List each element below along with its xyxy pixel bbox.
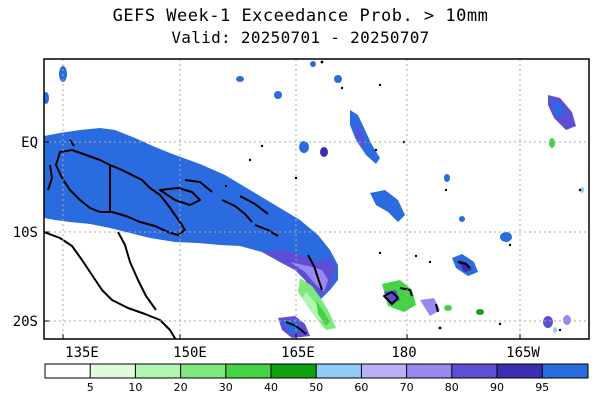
- probability-swath-edge-violet: [290, 262, 328, 292]
- coastline-samoa: [457, 261, 471, 269]
- patch-east-a: [299, 141, 309, 153]
- colorbar-swatch-2: [135, 364, 181, 378]
- colorbar-label-60: 60: [354, 381, 368, 394]
- colorbar-label-50: 50: [309, 381, 323, 394]
- coastline-tonga: [435, 303, 439, 313]
- colorbar-swatch-1: [90, 364, 136, 378]
- patch-far-east-b: [543, 316, 553, 328]
- colorbar-label-30: 30: [219, 381, 233, 394]
- small-islands: [224, 60, 582, 332]
- coastline-misc-a: [47, 164, 53, 191]
- colorbar-swatch-8: [406, 364, 452, 378]
- coastline-fiji-b: [399, 287, 413, 297]
- patch-east-f: [476, 309, 484, 315]
- graticule: [44, 59, 589, 339]
- patch-tonga: [420, 298, 440, 316]
- map-title: GEFS Week-1 Exceedance Prob. > 10mm: [112, 6, 489, 26]
- probability-swath-green-dark: [316, 300, 330, 326]
- colorbar-label-80: 80: [445, 381, 459, 394]
- coastline-vanuatu: [307, 254, 323, 291]
- coastline-new-britain: [159, 187, 201, 206]
- patch-far-east-green: [549, 138, 555, 148]
- axis-ticks: [44, 141, 521, 339]
- lat-label-10s: 10S: [13, 225, 38, 241]
- lat-label-eq: EQ: [21, 135, 38, 151]
- map-subtitle: Valid: 20250701 - 20250707: [171, 28, 430, 47]
- lat-label-20s: 20S: [13, 314, 38, 330]
- colorbar-swatch-9: [451, 364, 497, 378]
- patch-marshall-dark: [355, 120, 366, 148]
- patch-far-east-e: [553, 327, 557, 333]
- lon-label-165e: 165E: [281, 345, 315, 361]
- lon-label-165w: 165W: [506, 345, 540, 361]
- patch-north-d: [310, 61, 316, 67]
- colorbar-label-90: 90: [490, 381, 504, 394]
- colorbar-swatch-4: [225, 364, 271, 378]
- coastlines: [44, 139, 471, 339]
- coastline-new-guinea: [55, 149, 186, 236]
- colorbar-swatch-7: [361, 364, 407, 378]
- patch-north-c: [334, 75, 342, 83]
- patch-north-a: [236, 76, 244, 82]
- colorbar-swatch-11: [542, 364, 588, 378]
- patch-west-edge: [44, 92, 49, 104]
- colorbar-label-40: 40: [264, 381, 278, 394]
- colorbar-label-5: 5: [87, 381, 94, 394]
- patch-east-e: [500, 232, 512, 242]
- patch-east-tail: [370, 190, 405, 222]
- coastline-cape-york: [117, 231, 157, 311]
- patch-far-east-c: [563, 315, 571, 325]
- probability-swath-main: [44, 128, 338, 300]
- colorbar-swatch-10: [497, 364, 543, 378]
- patch-tonga-b: [444, 305, 452, 311]
- colorbar-label-70: 70: [400, 381, 414, 394]
- colorbar-swatch-6: [316, 364, 362, 378]
- colorbar-label-20: 20: [174, 381, 188, 394]
- coastline-australia: [44, 231, 177, 339]
- map-frame: [43, 58, 590, 340]
- coastline-misc-b: [69, 139, 75, 147]
- patch-far-east-blue: [550, 100, 566, 116]
- colorbar: 5 10 20 30 40 50 60 70 80 90 95: [44, 363, 589, 394]
- coastline-solomons-b: [239, 195, 269, 215]
- coastline-solomons-c: [254, 224, 279, 237]
- colorbar-label-95: 95: [535, 381, 549, 394]
- coastline-new-ireland: [184, 179, 213, 193]
- patch-east-b: [320, 147, 328, 157]
- colorbar-swatch-5: [271, 364, 317, 378]
- lon-label-135e: 135E: [65, 345, 99, 361]
- patch-north-b: [274, 91, 282, 99]
- colorbar-label-10: 10: [128, 381, 142, 394]
- coastline-fiji: [383, 291, 399, 305]
- colorbar-swatch-0: [45, 364, 91, 378]
- patch-east-c: [444, 174, 450, 182]
- patch-marshall: [350, 110, 380, 164]
- coastline-solomons-a: [221, 199, 253, 223]
- lon-label-180: 180: [391, 345, 416, 361]
- colorbar-swatch-3: [180, 364, 226, 378]
- map-plot-area: [44, 59, 589, 339]
- patch-newcal-blue: [282, 320, 302, 334]
- lon-label-150e: 150E: [173, 345, 207, 361]
- patch-far-east-d: [580, 187, 584, 193]
- patch-east-d: [459, 216, 465, 222]
